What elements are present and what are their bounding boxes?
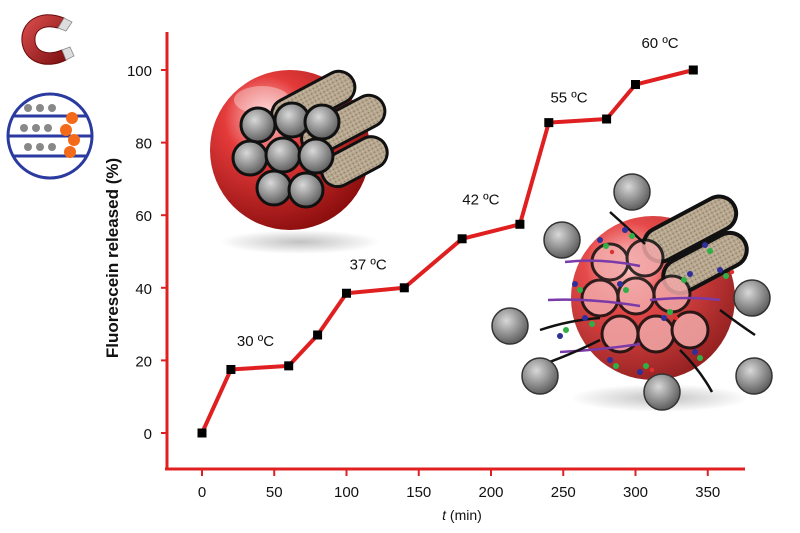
temperature-annotation: 37 ºC [350, 257, 387, 274]
data-point [313, 330, 323, 340]
temperature-annotation: 60 ºC [641, 35, 678, 52]
capsule-icon [6, 92, 94, 180]
data-point [399, 283, 409, 293]
data-point [515, 219, 525, 229]
x-tick-label: 0 [198, 484, 206, 501]
x-tick-label: 200 [478, 484, 503, 501]
temperature-annotation: 42 ºC [462, 191, 499, 208]
data-point [197, 428, 207, 438]
y-axis-label: Fluorescein released (%) [103, 158, 122, 358]
y-tick-label: 100 [127, 63, 152, 80]
x-tick-label: 100 [334, 484, 359, 501]
data-point [226, 364, 236, 374]
data-point [342, 288, 351, 298]
nanoparticle-release-icon [491, 173, 773, 412]
x-tick-label: 250 [551, 484, 576, 501]
x-axis-label: t (min) [442, 507, 482, 523]
data-point [284, 361, 294, 371]
y-tick-label: 0 [144, 426, 152, 443]
x-tick-label: 50 [266, 484, 283, 501]
x-tick-label: 350 [695, 484, 720, 501]
y-tick-label: 80 [135, 136, 152, 153]
x-tick-label: 150 [406, 484, 431, 501]
magnet-icon [21, 14, 75, 65]
y-tick-label: 60 [135, 208, 152, 225]
x-tick-label: 300 [623, 484, 648, 501]
data-point [544, 118, 554, 128]
data-point [631, 80, 640, 90]
x-axis-label-unit: (min) [446, 507, 482, 523]
temperature-annotation: 55 ºC [550, 90, 587, 107]
data-point [457, 234, 467, 244]
y-tick-label: 20 [135, 353, 152, 370]
y-tick-label: 40 [135, 281, 152, 298]
x-ticks: 0 50 100 150 200 250 300 350 [198, 469, 720, 501]
y-ticks: 0 20 40 60 80 100 [127, 63, 167, 443]
axes: 0 20 40 60 80 100 0 50 100 150 200 250 300 350 [127, 32, 745, 501]
series-line [200, 68, 694, 434]
nanoparticle-closed-icon [210, 69, 389, 254]
x-axis-label-var: t [442, 507, 447, 523]
series-layer: 30 ºC 37 ºC 42 ºC 55 ºC 60 ºC [197, 35, 698, 438]
temperature-annotation: 30 ºC [237, 333, 274, 350]
data-point [688, 65, 698, 75]
data-point [602, 114, 612, 124]
